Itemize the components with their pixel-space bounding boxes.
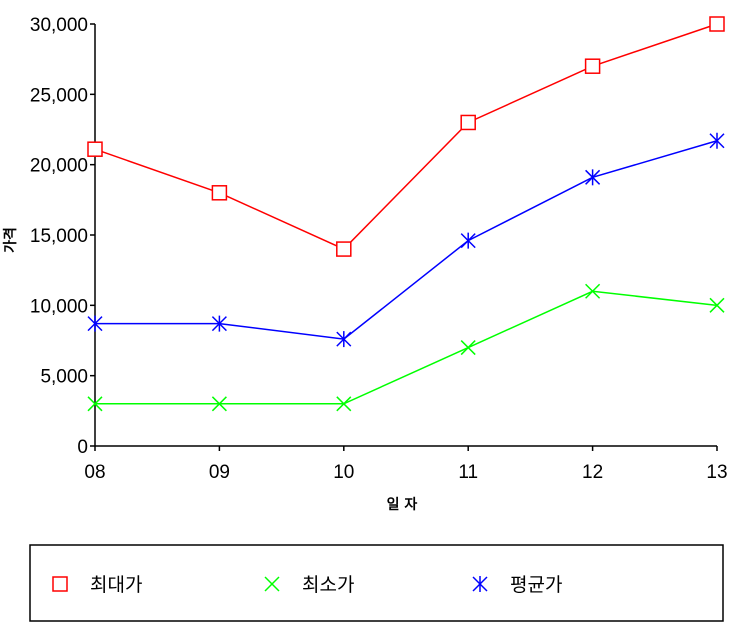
data-point <box>211 396 227 412</box>
y-tick-label: 25,000 <box>30 85 88 106</box>
legend-marker <box>264 576 280 592</box>
data-point <box>87 141 103 157</box>
x-tick-label: 08 <box>84 462 105 483</box>
data-point <box>709 132 725 149</box>
data-point <box>585 283 601 299</box>
x-tick-label: 13 <box>706 462 727 483</box>
legend-label: 최대가 <box>90 574 142 596</box>
y-tick-label: 30,000 <box>30 15 88 36</box>
y-tick-label: 10,000 <box>30 296 88 317</box>
data-point <box>336 331 352 348</box>
data-point <box>460 232 476 249</box>
series-line-1 <box>94 23 718 250</box>
y-axis-title: 가격 <box>2 227 19 253</box>
data-point <box>87 315 103 332</box>
series-line-3 <box>95 140 718 340</box>
data-point <box>709 297 725 313</box>
data-point <box>460 340 476 356</box>
series-markers <box>87 16 725 412</box>
data-point <box>336 241 352 257</box>
legend: 최대가 최소가 평균가 <box>29 544 724 622</box>
x-tick-label: 11 <box>458 462 478 483</box>
data-point <box>211 315 227 332</box>
x-tick-labels: 08 09 10 11 12 13 <box>84 462 727 483</box>
data-point <box>709 16 725 32</box>
series-lines <box>94 23 718 405</box>
x-tick-label: 12 <box>582 462 603 483</box>
data-point <box>585 169 601 186</box>
y-tick-label: 15,000 <box>30 226 88 247</box>
data-point <box>211 185 228 201</box>
legend-item: 최소가 <box>264 574 354 596</box>
y-tick-labels: 0 5,000 10,000 15,000 20,000 25,000 30,000 <box>30 15 88 458</box>
data-point <box>460 114 476 131</box>
y-tick-label: 0 <box>77 437 88 458</box>
axes <box>90 23 718 451</box>
data-point <box>584 58 601 74</box>
y-tick-label: 20,000 <box>30 156 88 177</box>
x-tick-label: 09 <box>209 462 230 483</box>
data-point <box>336 396 352 412</box>
data-point <box>87 396 103 412</box>
legend-label: 평균가 <box>510 574 562 596</box>
legend-marker <box>52 576 68 592</box>
legend-label: 최소가 <box>302 574 354 596</box>
legend-item: 평균가 <box>472 574 562 596</box>
series-line-2 <box>95 290 718 405</box>
legend-marker <box>472 576 488 592</box>
y-tick-label: 5,000 <box>40 367 88 388</box>
x-tick-label: 10 <box>333 462 354 483</box>
legend-box <box>29 544 724 622</box>
x-axis-title: 일 자 <box>387 497 418 513</box>
legend-item: 최대가 <box>52 574 142 596</box>
